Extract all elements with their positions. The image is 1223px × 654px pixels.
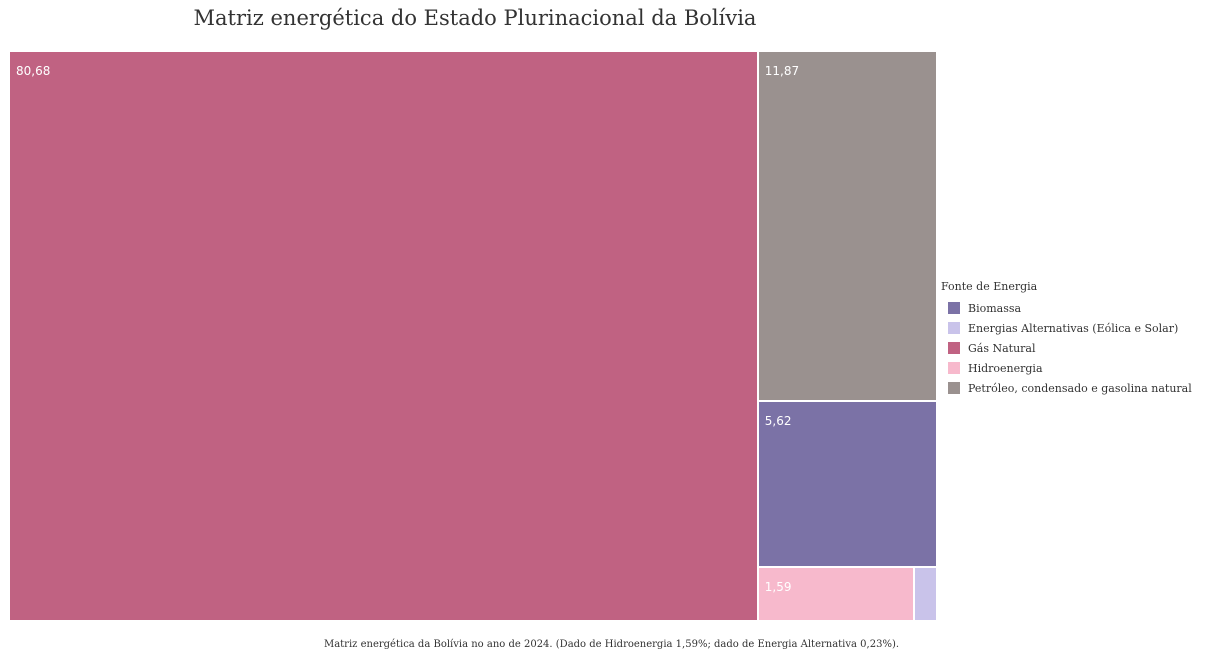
legend-swatch — [948, 342, 960, 354]
legend-item-biomassa: Biomassa — [941, 298, 1223, 318]
legend-swatch — [948, 362, 960, 374]
legend-item-petroleo-condensado-e-gasolina-natural: Petróleo, condensado e gasolina natural — [941, 378, 1223, 398]
legend-item-energias-alternativas-eolica-e-solar: Energias Alternativas (Eólica e Solar) — [941, 318, 1223, 338]
legend: Fonte de Energia Biomassa Energias Altern… — [941, 280, 1223, 398]
tile-value-label: 5,62 — [764, 414, 792, 429]
legend-swatch — [948, 302, 960, 314]
legend-label: Hidroenergia — [968, 361, 1043, 375]
tile-value-label: 1,59 — [764, 580, 792, 595]
treemap-tile-energias-alternativas-eolica-e-solar — [915, 568, 938, 622]
legend-label: Biomassa — [968, 301, 1022, 315]
legend-swatch — [948, 322, 960, 334]
treemap-tile-biomassa: 5,62 — [758, 402, 938, 569]
treemap-tile-hidroenergia: 1,59 — [758, 568, 916, 622]
legend-swatch — [948, 382, 960, 394]
chart-caption: Matriz energética da Bolívia no ano de 2… — [323, 639, 900, 650]
legend-title: Fonte de Energia — [941, 280, 1038, 293]
tile-value-label: 11,87 — [764, 64, 800, 78]
treemap-tile-petroleo-condensado-e-gasolina-natural: 11,87 — [758, 52, 938, 403]
legend-label: Gás Natural — [968, 341, 1036, 355]
legend-label: Energias Alternativas (Eólica e Solar) — [968, 321, 1179, 335]
tile-value-label: 80,68 — [16, 64, 51, 78]
legend-items: Biomassa Energias Alternativas (Eólica e … — [941, 298, 1223, 398]
chart-title: Matriz energética do Estado Plurinaciona… — [193, 6, 757, 30]
treemap-tile-gas-natural: 80,68 — [10, 52, 759, 622]
legend-item-hidroenergia: Hidroenergia — [941, 358, 1223, 378]
treemap: 80,68 11,87 5,62 1,59 — [10, 52, 938, 622]
legend-label: Petróleo, condensado e gasolina natural — [968, 381, 1192, 395]
legend-item-gas-natural: Gás Natural — [941, 338, 1223, 358]
